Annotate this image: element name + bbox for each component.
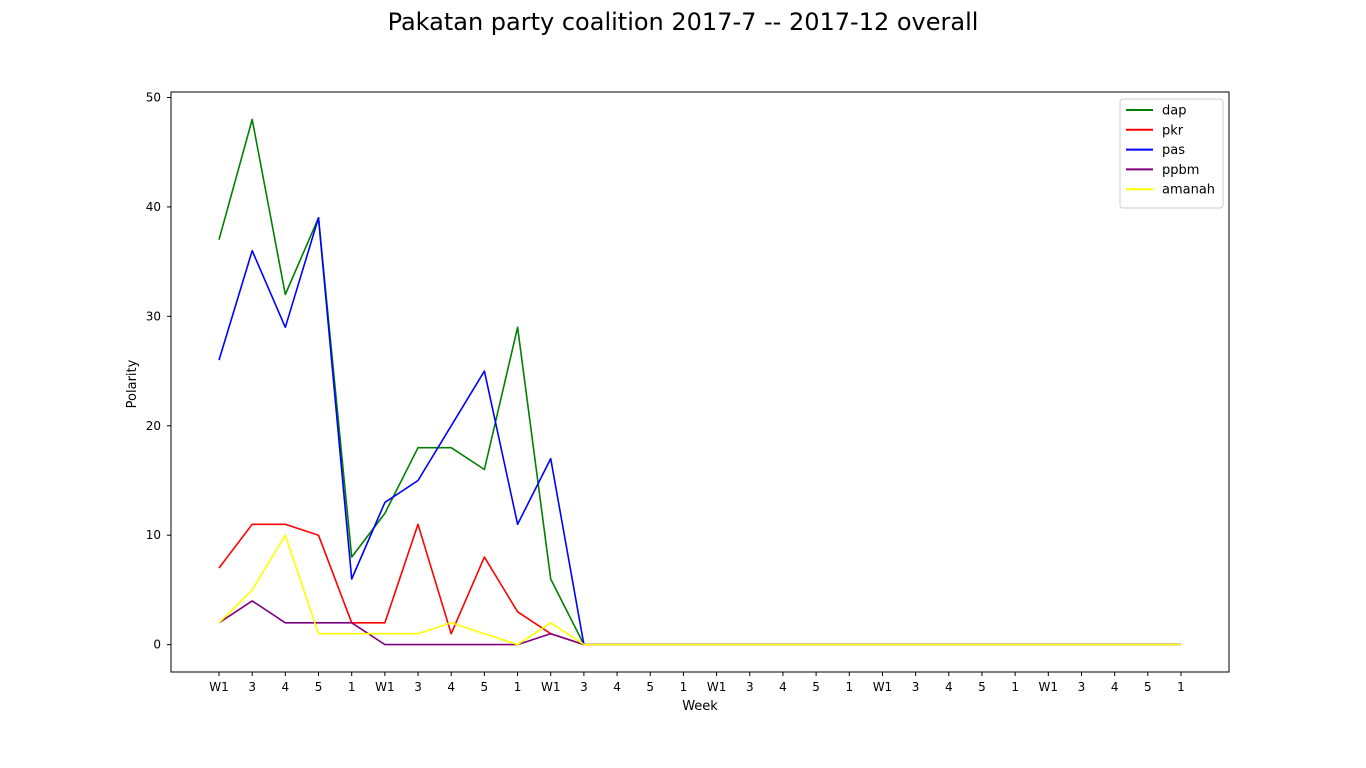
- legend: dap pkr pas ppbm amanah: [1119, 98, 1224, 209]
- x-tick-label: 3: [1078, 680, 1086, 694]
- x-tick-label: 1: [1177, 680, 1185, 694]
- x-tick-label: W1: [541, 680, 561, 694]
- x-tick-label: 5: [315, 680, 323, 694]
- x-tick-label: 4: [1111, 680, 1119, 694]
- x-tick-label: 3: [746, 680, 754, 694]
- x-tick-label: 5: [978, 680, 986, 694]
- x-tick-label: 5: [481, 680, 489, 694]
- y-tick-label: 0: [153, 638, 161, 652]
- legend-label-pkr: pkr: [1162, 123, 1184, 138]
- x-tick-label: 4: [945, 680, 953, 694]
- x-tick-label: 1: [680, 680, 688, 694]
- series-line-dap: [218, 118, 1181, 646]
- x-tick-label: 4: [447, 680, 455, 694]
- x-tick-label: 3: [912, 680, 920, 694]
- y-tick-label: 50: [146, 90, 161, 104]
- x-tick-label: 5: [812, 680, 820, 694]
- x-axis-ticks: W1 3 4 5 1 W1 3 4 5 1 W1 3 4 5 1 W1 3 4 5 1 W1 3 4 5 1 W1 3 4 5 1: [209, 672, 1185, 694]
- x-tick-label: W1: [707, 680, 727, 694]
- series-layer: [218, 118, 1181, 646]
- x-tick-label: W1: [209, 680, 229, 694]
- x-tick-label: 3: [414, 680, 422, 694]
- chart-title: Pakatan party coalition 2017-7 -- 2017-1…: [387, 8, 979, 36]
- y-tick-label: 10: [146, 528, 161, 542]
- x-tick-label: 4: [613, 680, 621, 694]
- x-tick-label: W1: [375, 680, 395, 694]
- series-line-amanah: [218, 534, 1181, 646]
- x-tick-label: W1: [1039, 680, 1059, 694]
- x-tick-label: 3: [248, 680, 256, 694]
- series-line-pas: [218, 217, 1181, 646]
- y-tick-label: 40: [146, 200, 161, 214]
- y-axis-label: Polarity: [125, 359, 140, 408]
- legend-box: [1119, 98, 1224, 209]
- legend-label-amanah: amanah: [1162, 183, 1215, 198]
- x-tick-label: 1: [845, 680, 853, 694]
- y-tick-label: 30: [146, 309, 161, 323]
- x-axis-label: Week: [682, 699, 718, 714]
- legend-label-dap: dap: [1162, 104, 1186, 119]
- plot-area: [170, 91, 1230, 673]
- x-tick-label: W1: [873, 680, 893, 694]
- x-tick-label: 5: [646, 680, 654, 694]
- y-axis-ticks: 0 10 20 30 40 50: [146, 90, 171, 652]
- x-tick-label: 3: [580, 680, 588, 694]
- x-tick-label: 5: [1144, 680, 1152, 694]
- x-tick-label: 1: [514, 680, 522, 694]
- x-tick-label: 1: [348, 680, 356, 694]
- x-tick-label: 1: [1011, 680, 1019, 694]
- legend-label-pas: pas: [1162, 143, 1185, 158]
- x-tick-label: 4: [282, 680, 290, 694]
- x-tick-label: 4: [779, 680, 787, 694]
- legend-label-ppbm: ppbm: [1162, 163, 1199, 178]
- y-tick-label: 20: [146, 419, 161, 433]
